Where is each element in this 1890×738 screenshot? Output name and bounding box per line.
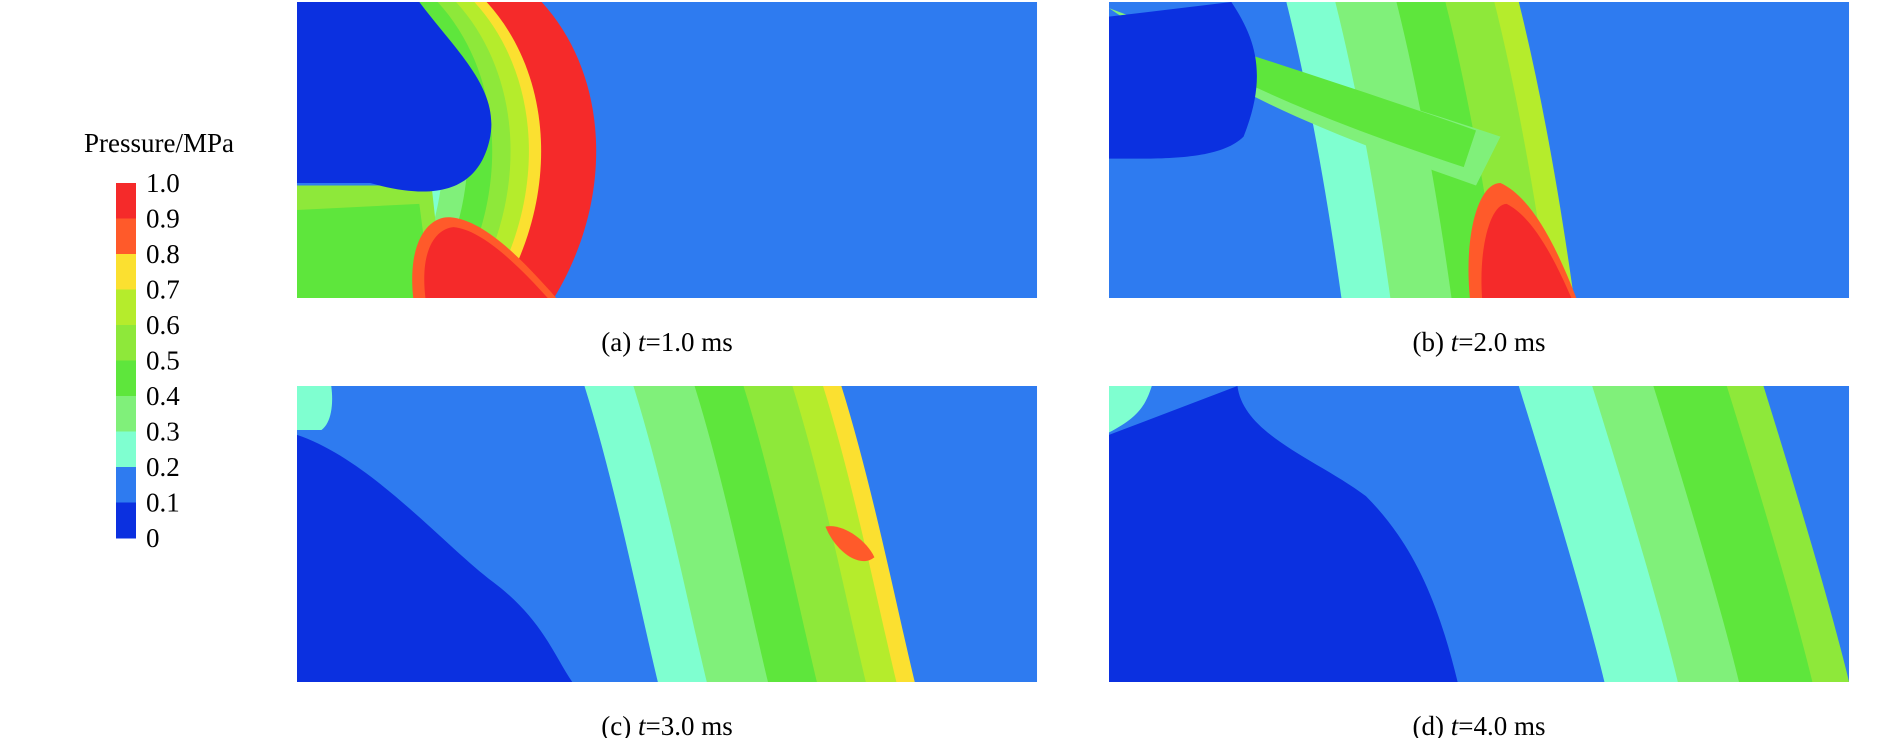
caption-prefix: (c)	[601, 711, 638, 738]
contour-region	[1109, 2, 1257, 159]
colorbar-title: Pressure/MPa	[84, 128, 234, 158]
colorbar-label: 0.2	[146, 452, 180, 482]
contour-region	[825, 526, 875, 562]
contour-fill	[1109, 2, 1850, 299]
contour-region	[1481, 203, 1572, 299]
caption-variable: t	[1451, 327, 1460, 357]
caption-variable: t	[638, 711, 647, 738]
colorbar-label: 1.0	[146, 168, 180, 198]
caption-value: =2.0 ms	[1458, 327, 1545, 357]
panels	[297, 2, 1850, 683]
panel-caption: (b) t=2.0 ms	[1413, 327, 1546, 357]
caption-prefix: (b)	[1413, 327, 1451, 357]
colorbar-segment	[116, 254, 136, 290]
caption-value: =4.0 ms	[1458, 711, 1545, 738]
caption-prefix: (a)	[601, 327, 638, 357]
caption-prefix: (d)	[1413, 711, 1451, 738]
colorbar-segment	[116, 467, 136, 503]
caption-value: =1.0 ms	[646, 327, 733, 357]
colorbar-label: 0.9	[146, 204, 180, 234]
colorbar-label: 0.5	[146, 346, 180, 376]
caption-value: =3.0 ms	[646, 711, 733, 738]
colorbar-label: 0	[146, 523, 160, 553]
colorbar-segment	[116, 218, 136, 255]
colorbar-segment	[116, 502, 136, 539]
colorbar-segment	[116, 289, 136, 326]
contour-region	[297, 386, 333, 431]
contour-fill	[297, 386, 1038, 683]
contour-panel	[1109, 386, 1850, 683]
caption-variable: t	[638, 327, 647, 357]
colorbar-segment	[116, 325, 136, 361]
contour-region	[1109, 386, 1458, 683]
colorbar-label: 0.7	[146, 275, 180, 305]
contour-fill	[1109, 386, 1850, 683]
panel-caption: (d) t=4.0 ms	[1413, 711, 1546, 738]
colorbar-segment	[116, 360, 136, 397]
colorbar-label: 0.6	[146, 310, 180, 340]
contour-fill	[297, 2, 1038, 299]
colorbar-label: 0.1	[146, 488, 180, 518]
colorbar-label: 0.4	[146, 381, 180, 411]
colorbar-label: 0.3	[146, 417, 180, 447]
colorbar-label: 0.8	[146, 239, 180, 269]
contour-panel	[297, 2, 1038, 299]
contour-region	[424, 227, 548, 299]
panel-caption: (c) t=3.0 ms	[601, 711, 732, 738]
colorbar: 1.0 0.9 0.8 0.7 0.6 0.5 0.4 0.3 0.2 0.1 0	[116, 168, 180, 553]
contour-panel	[1109, 2, 1850, 299]
colorbar-segment	[116, 183, 136, 219]
caption-variable: t	[1451, 711, 1460, 738]
colorbar-segment	[116, 396, 136, 432]
contour-panel	[297, 386, 1038, 683]
contour-region	[297, 203, 432, 299]
contour-region	[297, 434, 573, 683]
colorbar-segment	[116, 431, 136, 468]
contour-region	[297, 2, 492, 192]
panel-caption: (a) t=1.0 ms	[601, 327, 732, 357]
contour-region	[1109, 386, 1152, 433]
